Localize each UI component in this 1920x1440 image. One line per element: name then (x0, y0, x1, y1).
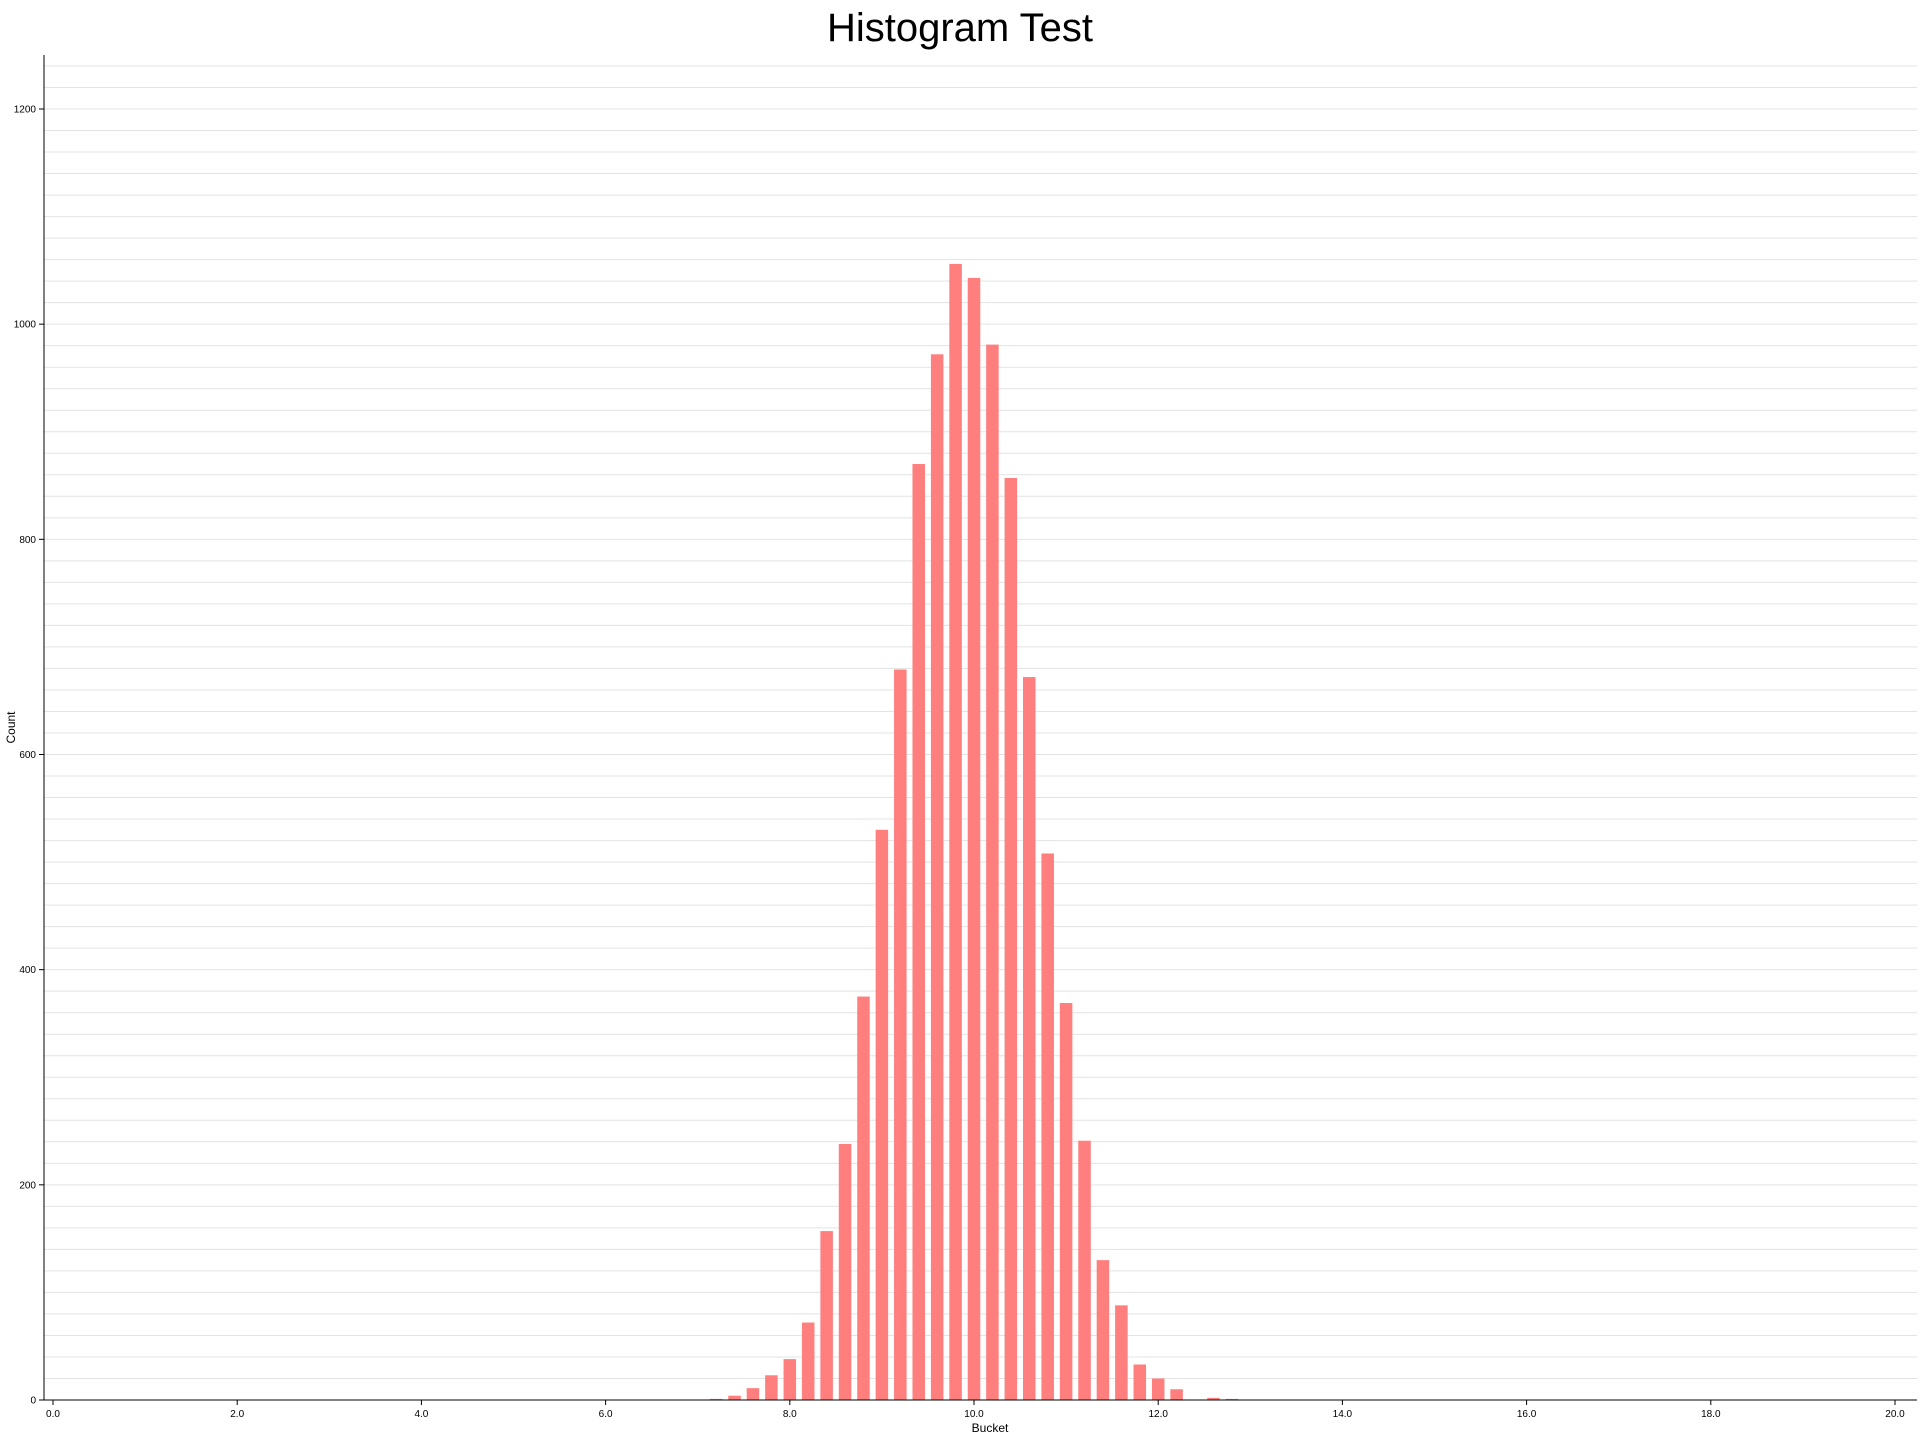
histogram-bar (765, 1375, 778, 1400)
x-tick-label: 6.0 (599, 1409, 613, 1420)
y-tick-label: 200 (19, 1180, 36, 1191)
x-tick-label: 4.0 (414, 1409, 428, 1420)
histogram-bar (1078, 1140, 1091, 1400)
x-tick-label: 18.0 (1701, 1409, 1721, 1420)
y-tick-label: 800 (19, 535, 36, 546)
histogram-bar (1041, 853, 1054, 1400)
x-tick-label: 14.0 (1333, 1409, 1353, 1420)
histogram-bar (1022, 677, 1036, 1400)
histogram-bar (709, 1398, 723, 1400)
histogram-bar (1133, 1364, 1147, 1400)
histogram-bar (820, 1231, 833, 1400)
histogram-bar (838, 1143, 852, 1400)
y-tick-label: 600 (19, 750, 36, 761)
histogram-bar (857, 996, 870, 1400)
chart-title: Histogram Test (826, 6, 1093, 50)
x-tick-label: 2.0 (230, 1409, 244, 1420)
histogram-bar (894, 669, 907, 1400)
histogram-bar (801, 1322, 815, 1400)
histogram-bar (1004, 478, 1018, 1400)
histogram-bar (1225, 1398, 1239, 1400)
y-axis-title: Count (4, 711, 18, 744)
histogram-bar (1207, 1397, 1220, 1400)
histogram-bar (912, 464, 926, 1400)
x-tick-label: 8.0 (783, 1409, 797, 1420)
x-tick-label: 12.0 (1148, 1409, 1168, 1420)
histogram-bar (875, 829, 889, 1400)
histogram-bar (1170, 1389, 1183, 1400)
histogram-bar (1059, 1003, 1073, 1400)
histogram-bar (930, 354, 944, 1400)
y-tick-label: 1000 (14, 320, 37, 331)
x-tick-label: 10.0 (964, 1409, 984, 1420)
y-tick-label: 1200 (14, 105, 37, 116)
histogram-bar (1096, 1260, 1110, 1400)
histogram-bar (783, 1359, 797, 1400)
histogram-bar (986, 344, 999, 1400)
histogram-bar (967, 277, 981, 1401)
x-tick-label: 0.0 (46, 1409, 60, 1420)
histogram-bar (1151, 1378, 1165, 1400)
x-tick-label: 20.0 (1885, 1409, 1905, 1420)
y-tick-label: 0 (30, 1396, 36, 1407)
x-tick-label: 16.0 (1517, 1409, 1537, 1420)
x-axis-title: Bucket (972, 1421, 1009, 1435)
histogram-bar (746, 1388, 760, 1400)
histogram-bar (728, 1395, 741, 1400)
histogram-bar (949, 263, 962, 1400)
y-tick-label: 400 (19, 965, 36, 976)
histogram-bar (1115, 1305, 1128, 1400)
